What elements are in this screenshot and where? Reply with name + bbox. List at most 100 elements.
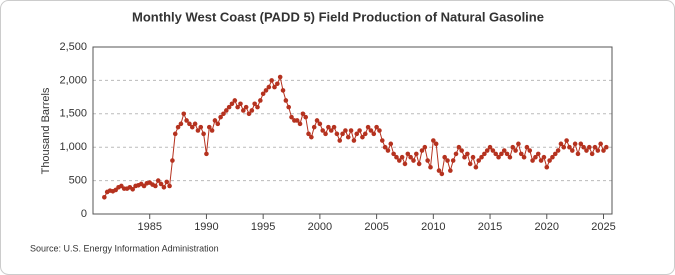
data-point bbox=[323, 131, 328, 137]
data-point bbox=[184, 118, 189, 123]
data-point bbox=[170, 158, 175, 163]
data-point bbox=[496, 154, 501, 160]
data-point bbox=[155, 178, 161, 183]
data-point bbox=[300, 111, 306, 117]
data-point bbox=[408, 154, 413, 160]
data-point bbox=[425, 158, 430, 163]
data-point bbox=[229, 101, 235, 107]
y-tick-label: 1,500 bbox=[59, 108, 87, 120]
data-point bbox=[246, 111, 252, 117]
data-point bbox=[419, 148, 425, 153]
data-point bbox=[345, 134, 351, 140]
data-point bbox=[178, 121, 184, 127]
data-point bbox=[167, 183, 172, 189]
data-point bbox=[399, 154, 405, 160]
data-point bbox=[201, 131, 206, 137]
data-point bbox=[538, 158, 544, 163]
data-point bbox=[241, 108, 246, 113]
data-point bbox=[297, 121, 303, 127]
data-point bbox=[490, 148, 496, 153]
data-point bbox=[499, 151, 504, 157]
data-point bbox=[501, 148, 507, 153]
data-point bbox=[223, 108, 229, 113]
data-point bbox=[428, 164, 433, 170]
data-point bbox=[215, 121, 221, 127]
data-point bbox=[578, 141, 584, 147]
x-tick-label: 2020 bbox=[535, 221, 559, 233]
data-point bbox=[479, 154, 484, 160]
data-point bbox=[433, 141, 439, 147]
data-point bbox=[289, 114, 294, 120]
chart-title: Monthly West Coast (PADD 5) Field Produc… bbox=[132, 9, 544, 24]
data-point bbox=[277, 74, 283, 80]
source-note: Source: U.S. Energy Information Administ… bbox=[30, 243, 219, 253]
data-point bbox=[357, 128, 362, 133]
data-point bbox=[221, 111, 226, 117]
data-point bbox=[547, 158, 552, 163]
data-point bbox=[544, 164, 550, 170]
x-tick-label: 1990 bbox=[194, 221, 218, 233]
data-point bbox=[510, 144, 516, 150]
data-point bbox=[476, 158, 482, 163]
data-point bbox=[360, 134, 365, 140]
data-point bbox=[439, 171, 445, 177]
x-tick-label: 1995 bbox=[251, 221, 275, 233]
data-point bbox=[581, 144, 586, 150]
data-point bbox=[561, 144, 567, 150]
data-point bbox=[243, 104, 249, 110]
data-point bbox=[482, 151, 487, 157]
data-point bbox=[450, 158, 456, 163]
data-point bbox=[569, 148, 575, 153]
data-point bbox=[238, 101, 243, 107]
data-point bbox=[306, 131, 311, 137]
data-point bbox=[334, 131, 340, 137]
data-point bbox=[189, 124, 195, 130]
y-axis-label: Thousand Barrels bbox=[40, 87, 52, 174]
data-point bbox=[462, 154, 467, 160]
data-point bbox=[158, 181, 164, 187]
data-point bbox=[402, 161, 408, 167]
data-point bbox=[266, 84, 272, 90]
data-point bbox=[484, 148, 490, 153]
data-point bbox=[465, 151, 470, 157]
data-point bbox=[235, 104, 240, 110]
data-point bbox=[286, 104, 291, 110]
data-point bbox=[255, 104, 260, 110]
data-point bbox=[368, 128, 374, 133]
data-point bbox=[212, 118, 218, 123]
data-point bbox=[453, 151, 459, 157]
data-point bbox=[422, 144, 428, 150]
x-tick-label: 2010 bbox=[421, 221, 445, 233]
y-tick-label: 2,500 bbox=[59, 41, 87, 53]
data-point bbox=[558, 141, 564, 147]
data-point bbox=[552, 151, 558, 157]
data-point bbox=[218, 114, 223, 120]
data-point bbox=[513, 148, 518, 153]
data-point bbox=[252, 101, 257, 107]
data-point bbox=[504, 151, 510, 157]
data-point bbox=[493, 151, 499, 157]
data-point bbox=[487, 144, 493, 150]
data-point bbox=[575, 151, 581, 157]
x-tick-label: 1985 bbox=[137, 221, 161, 233]
data-point bbox=[396, 158, 402, 163]
data-point bbox=[175, 124, 181, 130]
data-point bbox=[467, 161, 473, 167]
data-point bbox=[379, 138, 385, 143]
data-point bbox=[516, 141, 521, 147]
plot-area bbox=[92, 46, 613, 215]
data-point bbox=[303, 114, 309, 120]
data-point bbox=[263, 88, 269, 93]
data-point bbox=[192, 121, 198, 127]
data-point bbox=[385, 148, 391, 153]
data-point bbox=[258, 98, 263, 103]
data-point bbox=[518, 151, 524, 157]
data-point bbox=[592, 144, 598, 150]
data-point bbox=[348, 128, 354, 133]
data-point bbox=[283, 98, 289, 103]
data-point bbox=[374, 124, 379, 130]
data-point bbox=[320, 128, 326, 133]
y-tick-label: 500 bbox=[69, 175, 87, 187]
